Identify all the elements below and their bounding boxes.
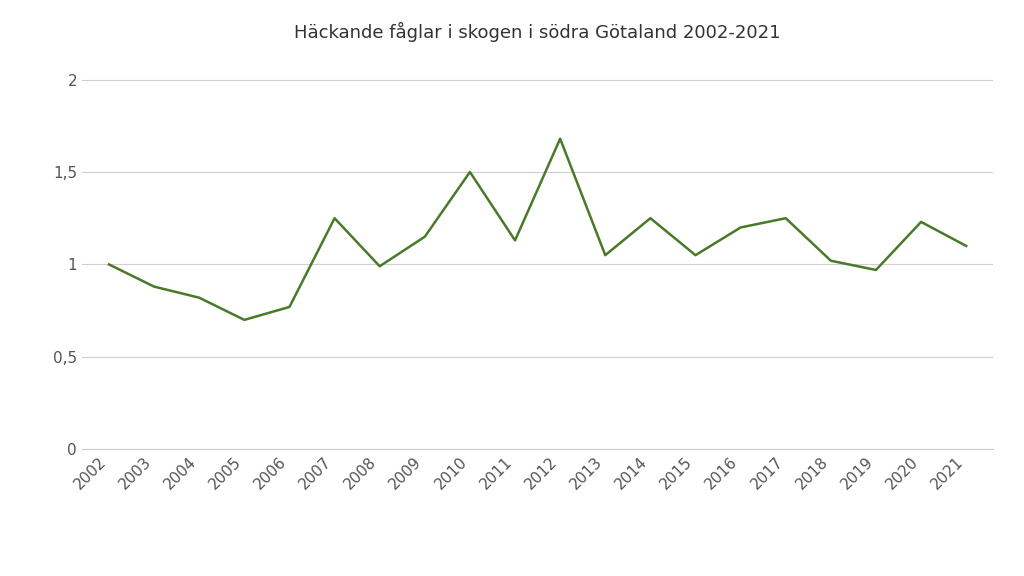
Title: Häckande fåglar i skogen i södra Götaland 2002-2021: Häckande fåglar i skogen i södra Götalan…	[294, 22, 781, 42]
